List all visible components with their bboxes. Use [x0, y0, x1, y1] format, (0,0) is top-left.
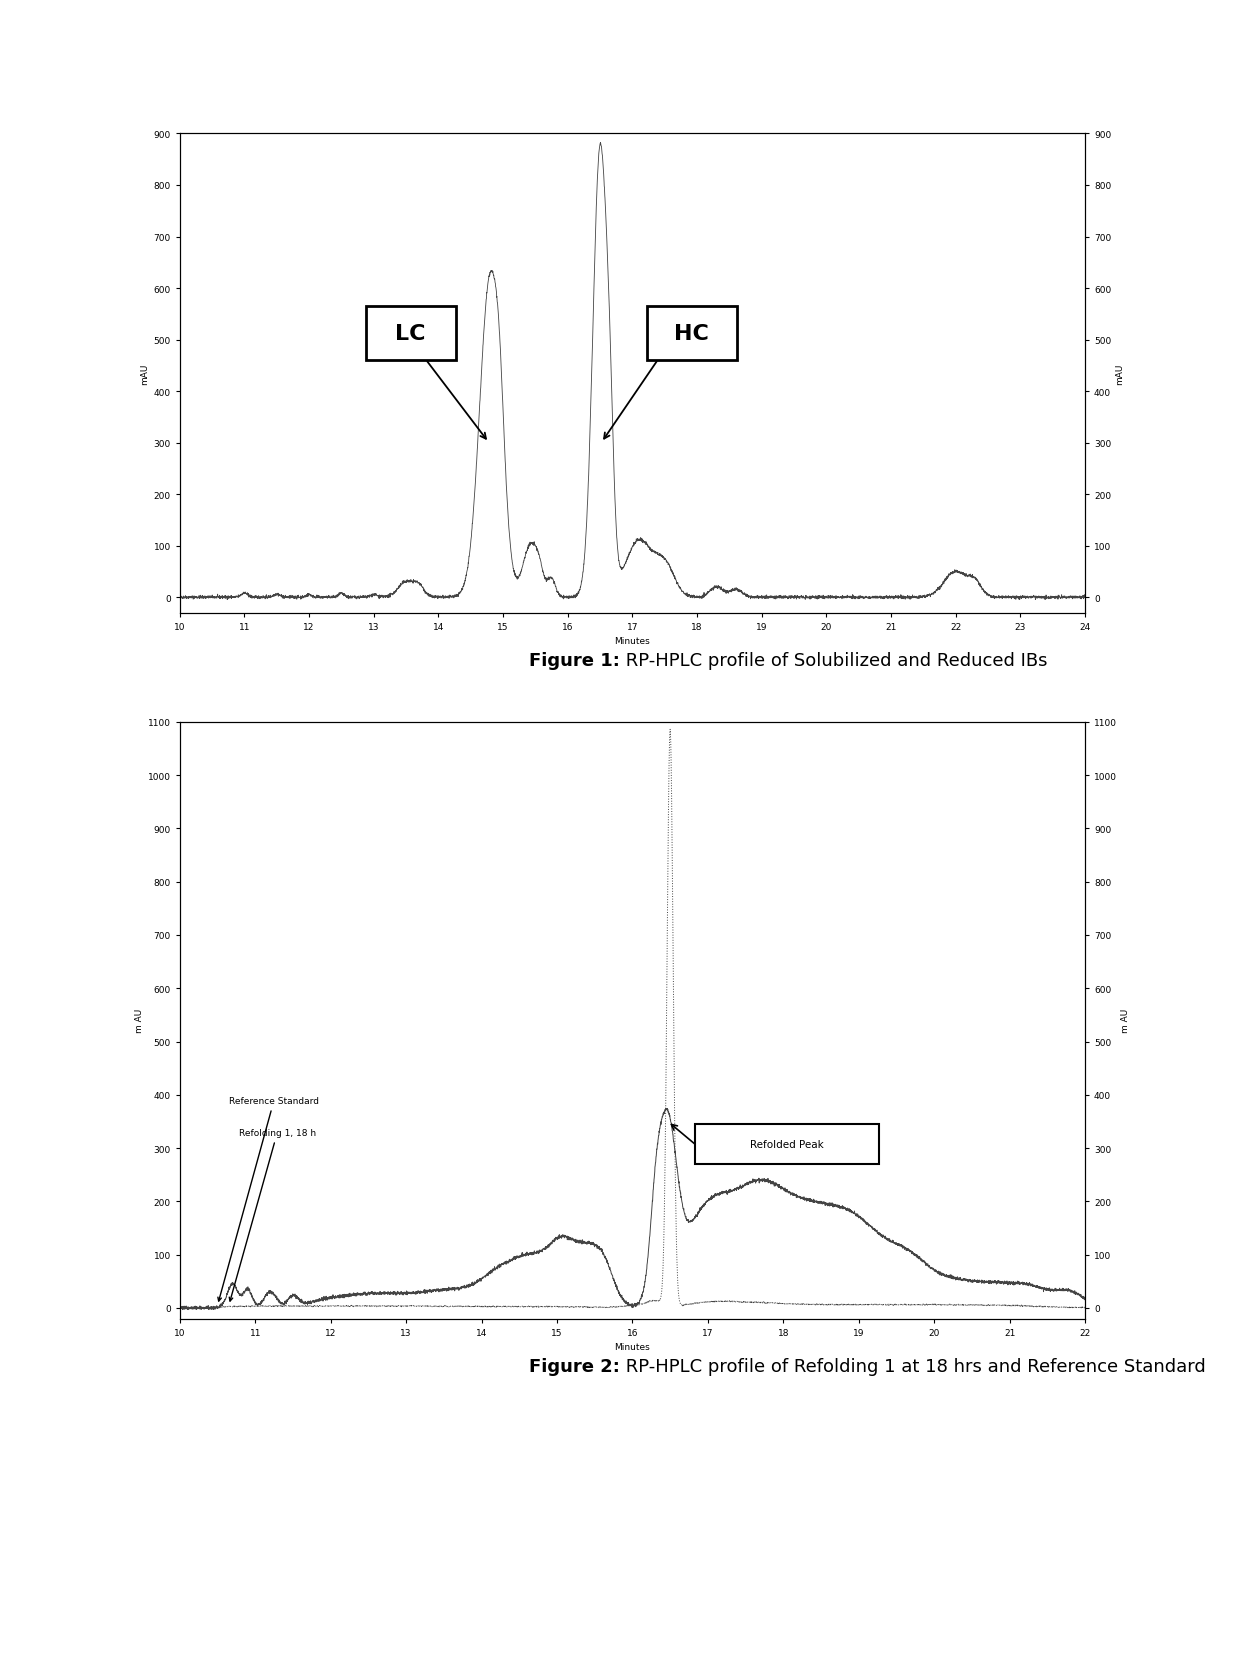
Text: RP-HPLC profile of Solubilized and Reduced IBs: RP-HPLC profile of Solubilized and Reduc… — [620, 652, 1048, 670]
Y-axis label: m AU: m AU — [135, 1008, 144, 1033]
X-axis label: Minutes: Minutes — [615, 1342, 650, 1351]
Y-axis label: mAU: mAU — [1116, 363, 1125, 385]
X-axis label: Minutes: Minutes — [615, 637, 650, 645]
Text: HC: HC — [675, 324, 709, 344]
Y-axis label: mAU: mAU — [140, 363, 149, 385]
FancyBboxPatch shape — [694, 1124, 879, 1164]
Y-axis label: m AU: m AU — [1121, 1008, 1130, 1033]
Text: Reference Standard: Reference Standard — [218, 1097, 319, 1302]
Text: LC: LC — [396, 324, 425, 344]
Text: Refolding 1, 18 h: Refolding 1, 18 h — [229, 1129, 316, 1302]
Text: Figure 1:: Figure 1: — [529, 652, 620, 670]
Text: Refolded Peak: Refolded Peak — [750, 1139, 823, 1149]
FancyBboxPatch shape — [647, 307, 737, 361]
Text: RP-HPLC profile of Refolding 1 at 18 hrs and Reference Standard: RP-HPLC profile of Refolding 1 at 18 hrs… — [620, 1357, 1205, 1376]
FancyBboxPatch shape — [366, 307, 456, 361]
Text: Figure 2:: Figure 2: — [529, 1357, 620, 1376]
